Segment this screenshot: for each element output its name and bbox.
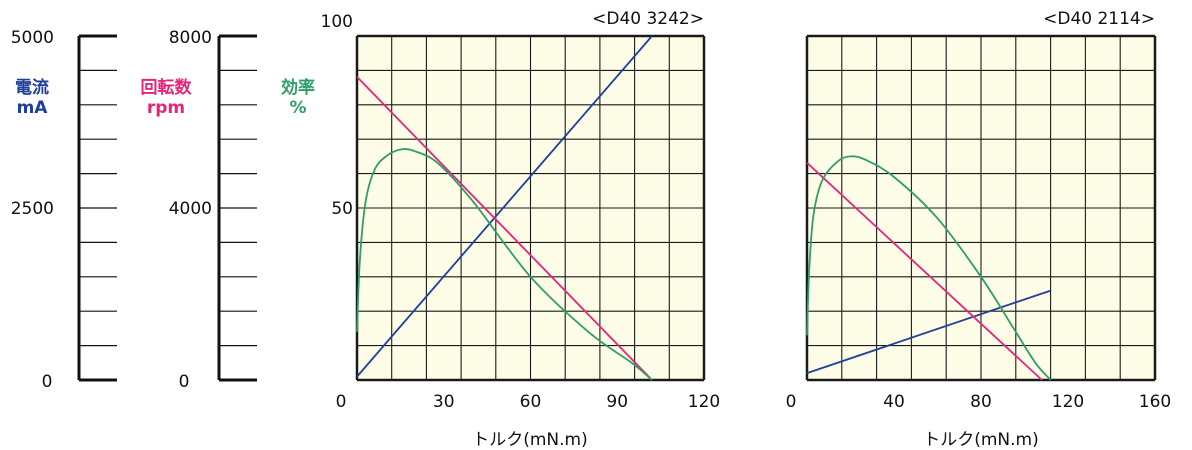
current-tick-max: 5000 xyxy=(11,28,54,48)
speed-axis-unit: rpm xyxy=(147,98,185,118)
chart-2-series xyxy=(806,155,1052,381)
current-axis-label: 電流 xyxy=(15,77,49,98)
current-series-line xyxy=(356,35,653,378)
efficiency-tick-max: 100 xyxy=(321,12,353,32)
speed-axis-ticks xyxy=(219,34,257,382)
chart-1-series xyxy=(356,35,653,381)
speed-tick-zero: 0 xyxy=(179,372,190,392)
speed-tick-max: 8000 xyxy=(169,28,212,48)
chart-2-title: <D40 2114> xyxy=(1043,9,1155,29)
chart-2-grid xyxy=(805,34,1157,382)
current-series-line xyxy=(806,289,1051,374)
current-axis: 5000 2500 0 電流 mA xyxy=(11,28,117,392)
x-tick-label: 160 xyxy=(1139,392,1171,412)
chart-2-x-ticks: 0 40 80 120 160 xyxy=(786,392,1172,412)
current-tick-mid: 2500 xyxy=(11,199,54,219)
chart-2-x-axis-label: トルク(mN.m) xyxy=(923,430,1039,450)
efficiency-axis-label: 効率 xyxy=(281,77,315,98)
chart-1-title: <D40 3242> xyxy=(592,9,704,29)
current-axis-ticks xyxy=(79,34,117,382)
efficiency-axis: 100 50 効率 % xyxy=(281,12,353,219)
efficiency-series-line xyxy=(806,155,1052,381)
x-tick-label: 30 xyxy=(433,392,455,412)
chart-1-x-axis-label: トルク(mN.m) xyxy=(472,430,588,450)
chart-d40-2114: 0 40 80 120 160 <D40 2114> トルク(mN.m) xyxy=(786,9,1172,450)
current-tick-zero: 0 xyxy=(42,372,53,392)
speed-series-line xyxy=(356,76,653,381)
efficiency-series-line xyxy=(356,148,653,381)
x-tick-label: 40 xyxy=(883,392,905,412)
x-tick-label: 0 xyxy=(336,392,347,412)
x-tick-label: 0 xyxy=(786,392,797,412)
chart-1-x-ticks: 0 30 60 90 120 xyxy=(336,392,721,412)
speed-axis-label: 回転数 xyxy=(141,77,193,98)
speed-series-line xyxy=(806,162,1043,381)
x-tick-label: 60 xyxy=(520,392,542,412)
x-tick-label: 120 xyxy=(1052,392,1084,412)
current-axis-unit: mA xyxy=(17,98,49,118)
efficiency-tick-mid: 50 xyxy=(331,199,353,219)
speed-tick-mid: 4000 xyxy=(169,199,212,219)
x-tick-label: 80 xyxy=(970,392,992,412)
efficiency-axis-unit: % xyxy=(289,98,306,118)
x-tick-label: 120 xyxy=(688,392,720,412)
x-tick-label: 90 xyxy=(606,392,628,412)
chart-1-grid xyxy=(355,34,706,382)
speed-axis: 8000 4000 0 回転数 rpm xyxy=(141,28,257,392)
chart-d40-3242: 0 30 60 90 120 <D40 3242> トルク(mN.m) xyxy=(336,9,721,450)
